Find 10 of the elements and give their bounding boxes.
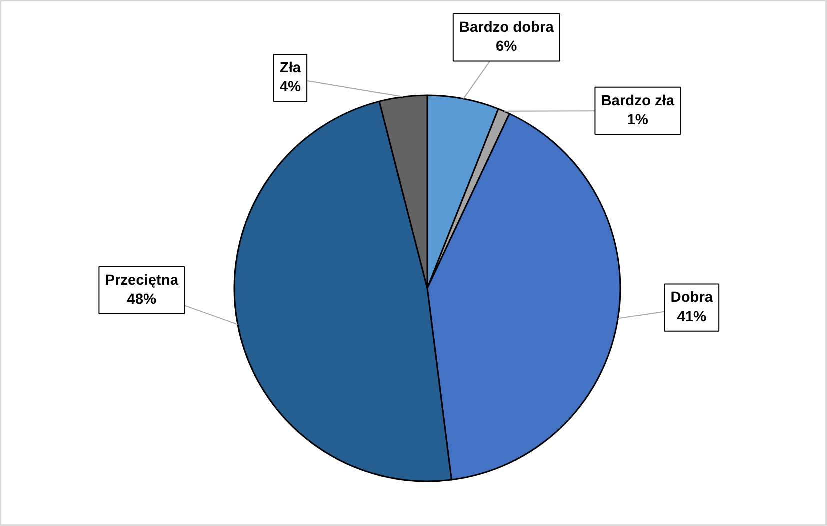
slice-label: Zła: [280, 60, 302, 77]
data-label: 6%: [496, 39, 518, 56]
slice-label: Przeciętna: [105, 272, 180, 289]
slice-label: Dobra: [670, 290, 714, 306]
data-label: 4%: [280, 80, 302, 96]
data-label: 1%: [627, 112, 648, 129]
data-label: 41%: [677, 309, 707, 326]
slice-label: Bardzo zła: [601, 93, 676, 110]
data-label: 48%: [127, 292, 157, 308]
slice-label: Bardzo dobra: [459, 20, 555, 36]
